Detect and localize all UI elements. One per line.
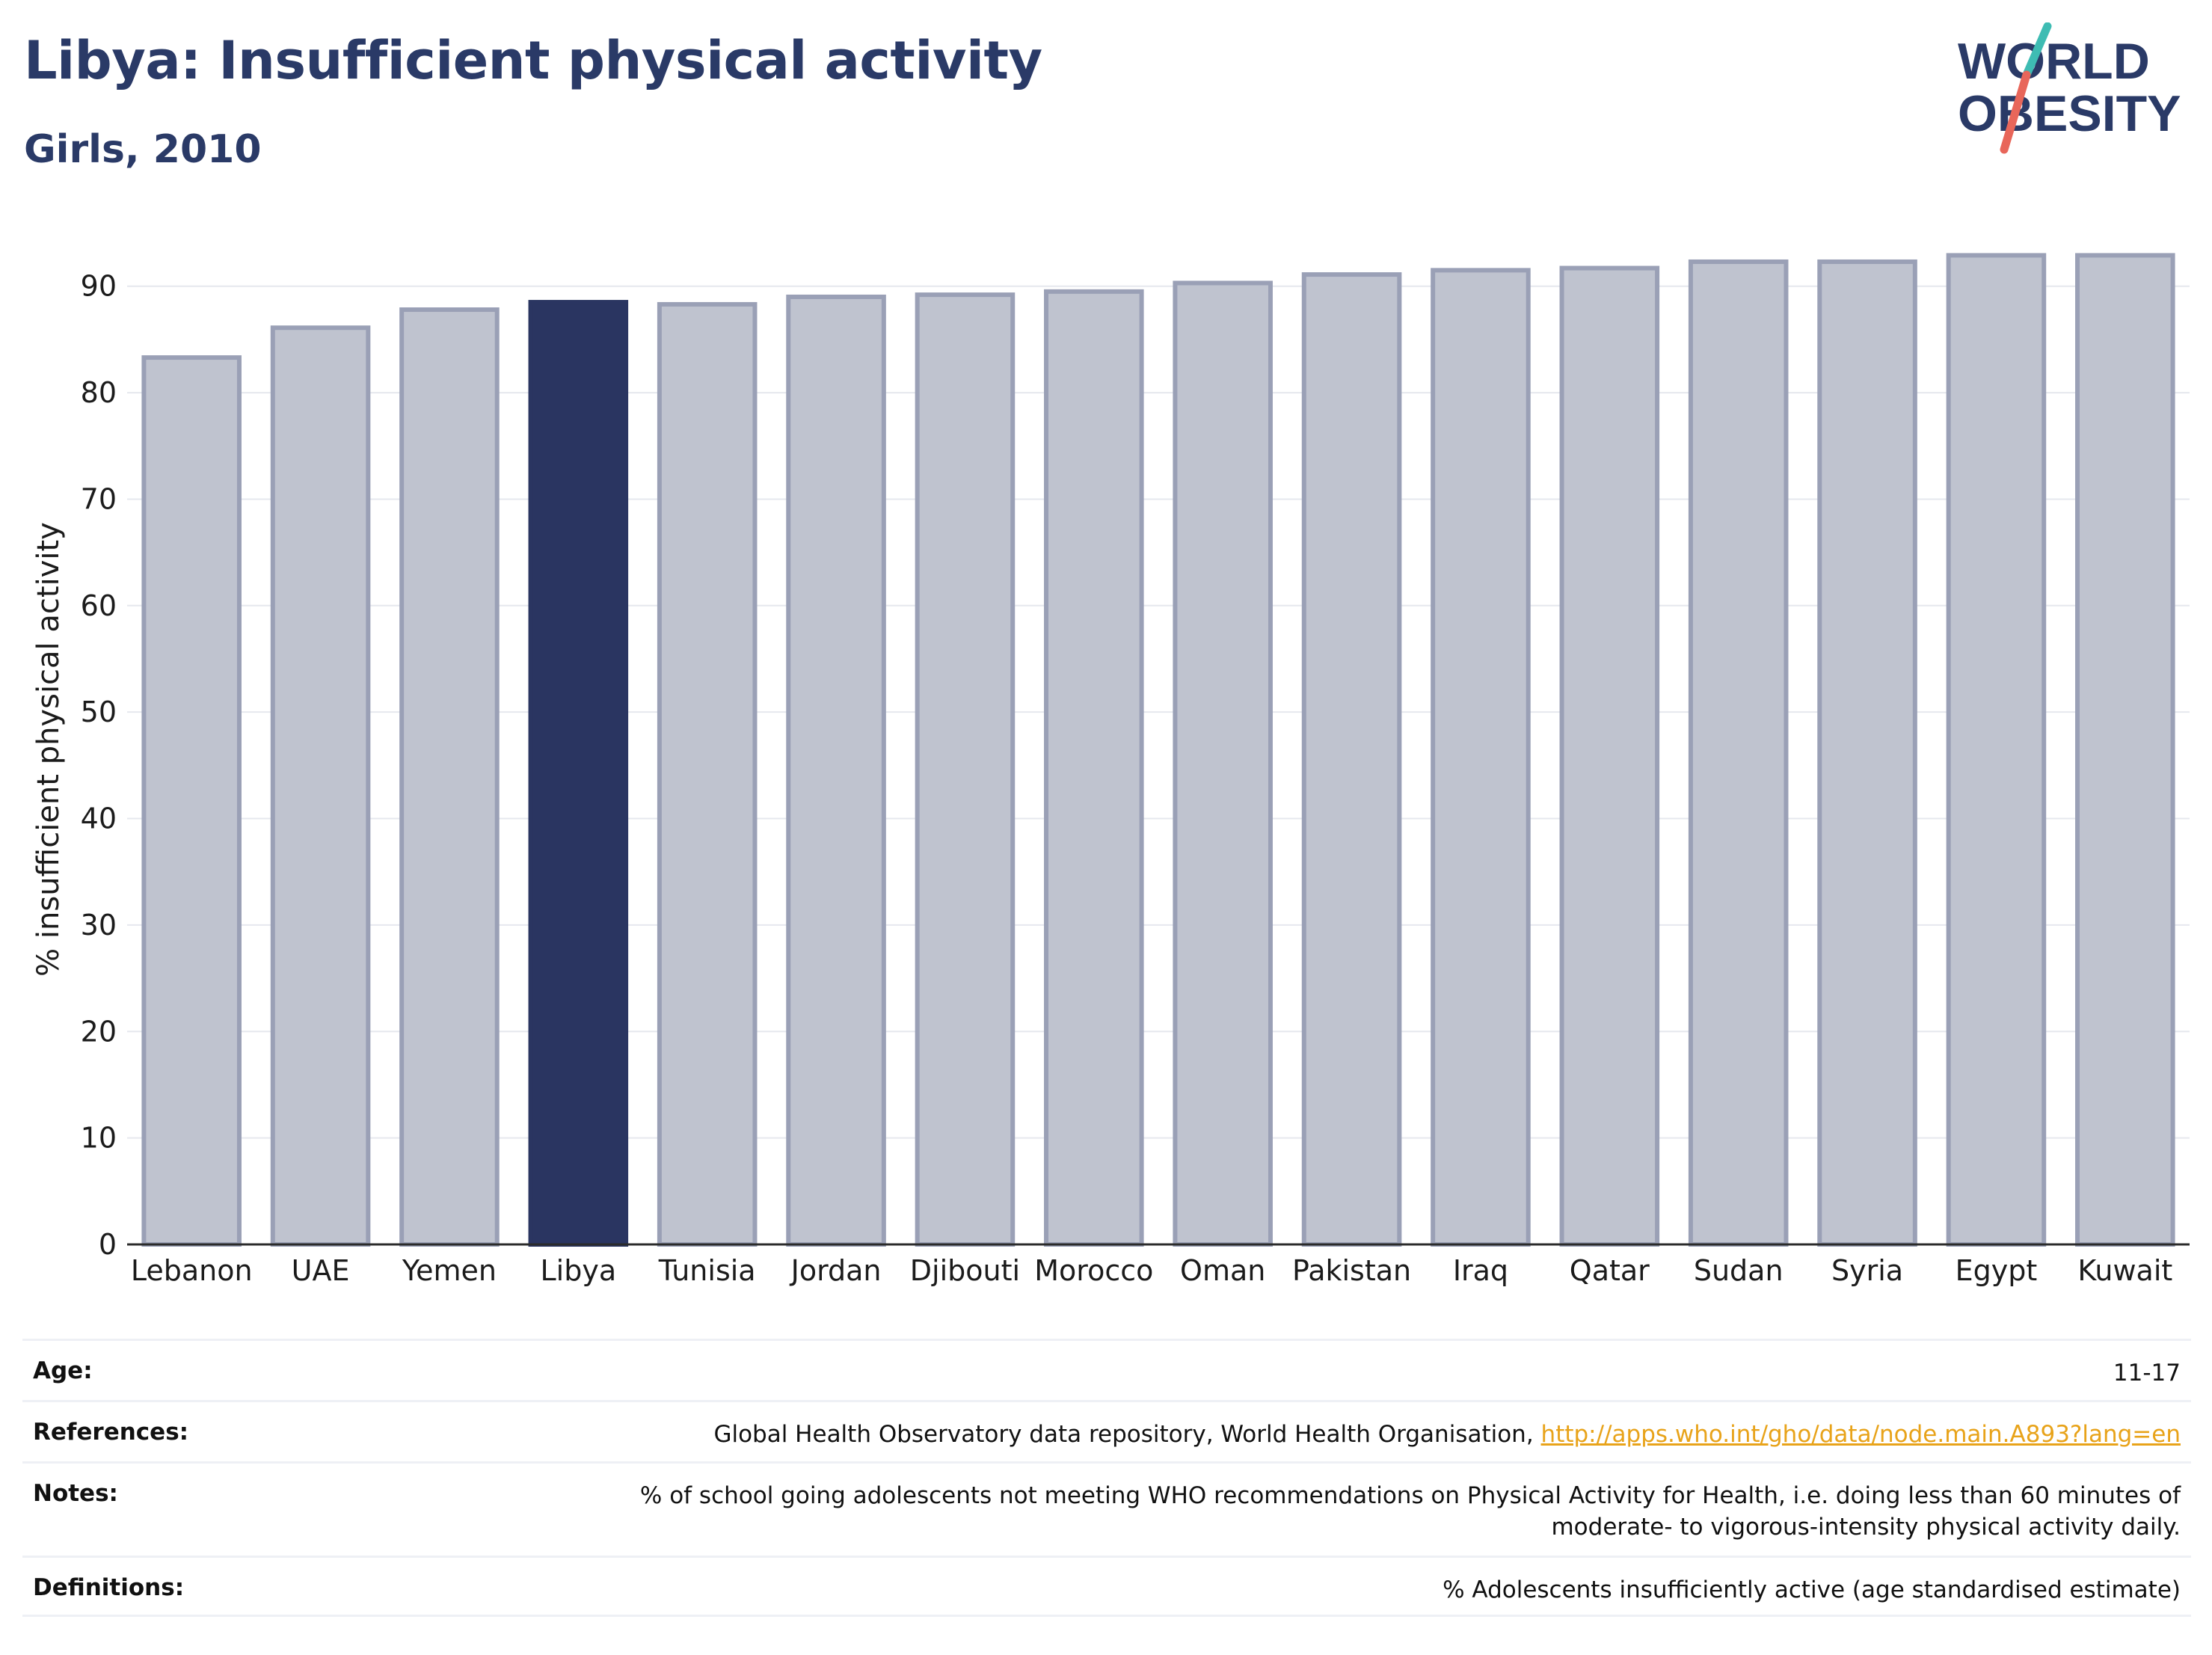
y-axis-label: % insufficient physical activity bbox=[31, 522, 66, 977]
world-obesity-logo: WORLD OBESITY bbox=[1958, 22, 2181, 154]
age-label: Age: bbox=[33, 1357, 93, 1384]
y-tick-label: 40 bbox=[81, 802, 117, 835]
bars bbox=[141, 253, 2175, 1247]
bar-chart: 0 10 20 30 40 50 60 70 80 90 Lebanon UAE Yemen Libya… bbox=[31, 253, 2190, 1287]
bar-qatar bbox=[1559, 265, 1660, 1247]
references-label: References: bbox=[33, 1419, 189, 1446]
x-tick-label: Egypt bbox=[1956, 1254, 2038, 1287]
x-tick-label: Lebanon bbox=[131, 1254, 253, 1287]
notes-value: % of school going adolescents not meetin… bbox=[639, 1482, 2181, 1541]
definitions-value: % Adolescents insufficiently active (age… bbox=[1443, 1576, 2181, 1603]
y-tick-label: 30 bbox=[81, 909, 117, 942]
meta-row-age: Age: 11-17 bbox=[22, 1339, 2191, 1400]
y-tick-label: 60 bbox=[81, 589, 117, 622]
logo-accent-red bbox=[2000, 70, 2031, 154]
bar-morocco bbox=[1044, 289, 1144, 1247]
y-tick-label: 90 bbox=[81, 270, 117, 303]
bar-lebanon bbox=[141, 355, 242, 1247]
metadata-table: Age: 11-17 References: Global Health Obs… bbox=[22, 1339, 2191, 1617]
x-tick-label: Oman bbox=[1180, 1254, 1265, 1287]
x-tick-label: Jordan bbox=[790, 1254, 882, 1287]
bar-uae bbox=[270, 325, 371, 1247]
bar-tunisia bbox=[657, 301, 758, 1247]
bar-egypt bbox=[1946, 253, 2047, 1247]
logo-accent-teal bbox=[2022, 22, 2052, 79]
y-tick-label: 80 bbox=[81, 376, 117, 409]
bar-syria bbox=[1817, 259, 1917, 1247]
x-tick-label: Syria bbox=[1831, 1254, 1903, 1287]
x-tick-label: Djibouti bbox=[910, 1254, 1020, 1287]
bar-kuwait bbox=[2075, 253, 2175, 1247]
references-value: Global Health Observatory data repositor… bbox=[713, 1419, 2181, 1450]
x-tick-label: Kuwait bbox=[2077, 1254, 2172, 1287]
y-tick-label: 70 bbox=[81, 482, 117, 515]
chart-subtitle: Girls, 2010 bbox=[24, 127, 262, 172]
x-tick-label: Sudan bbox=[1694, 1254, 1784, 1287]
chart-title: Libya: Insufficient physical activity bbox=[24, 30, 1042, 91]
x-tick-label: Pakistan bbox=[1292, 1254, 1411, 1287]
y-axis-ticks: 0 10 20 30 40 50 60 70 80 90 bbox=[81, 270, 117, 1261]
age-value: 11-17 bbox=[2113, 1360, 2181, 1387]
bar-djibouti bbox=[915, 292, 1016, 1247]
meta-row-notes: Notes: % of school going adolescents not… bbox=[22, 1461, 2191, 1556]
logo-line2: OBESITY bbox=[1958, 85, 2181, 142]
bar-iraq bbox=[1431, 268, 1531, 1247]
x-tick-label: Qatar bbox=[1570, 1254, 1650, 1287]
bar-jordan bbox=[786, 294, 886, 1247]
meta-row-definitions: Definitions: % Adolescents insufficientl… bbox=[22, 1556, 2191, 1617]
logo-line1: WORLD bbox=[1958, 33, 2150, 90]
bar-sudan bbox=[1688, 259, 1789, 1247]
bar-libya bbox=[528, 300, 629, 1247]
notes-label: Notes: bbox=[33, 1480, 118, 1507]
bar-pakistan bbox=[1301, 272, 1402, 1247]
bar-yemen bbox=[399, 307, 500, 1247]
bar-oman bbox=[1173, 280, 1273, 1247]
y-tick-label: 10 bbox=[81, 1122, 117, 1155]
x-tick-label: Iraq bbox=[1453, 1254, 1508, 1287]
y-tick-label: 20 bbox=[81, 1015, 117, 1048]
x-tick-label: Libya bbox=[541, 1254, 617, 1287]
x-tick-label: Tunisia bbox=[658, 1254, 756, 1287]
x-tick-label: UAE bbox=[292, 1254, 350, 1287]
y-tick-label: 50 bbox=[81, 696, 117, 728]
x-tick-label: Yemen bbox=[402, 1254, 497, 1287]
references-text: Global Health Observatory data repositor… bbox=[713, 1421, 1541, 1448]
meta-row-references: References: Global Health Observatory da… bbox=[22, 1400, 2191, 1461]
definitions-label: Definitions: bbox=[33, 1574, 185, 1601]
references-link[interactable]: http://apps.who.int/gho/data/node.main.A… bbox=[1540, 1421, 2181, 1448]
x-axis-ticks: Lebanon UAE Yemen Libya Tunisia Jordan Djibout… bbox=[131, 1254, 2172, 1287]
y-tick-label: 0 bbox=[99, 1228, 117, 1261]
x-tick-label: Morocco bbox=[1034, 1254, 1153, 1287]
